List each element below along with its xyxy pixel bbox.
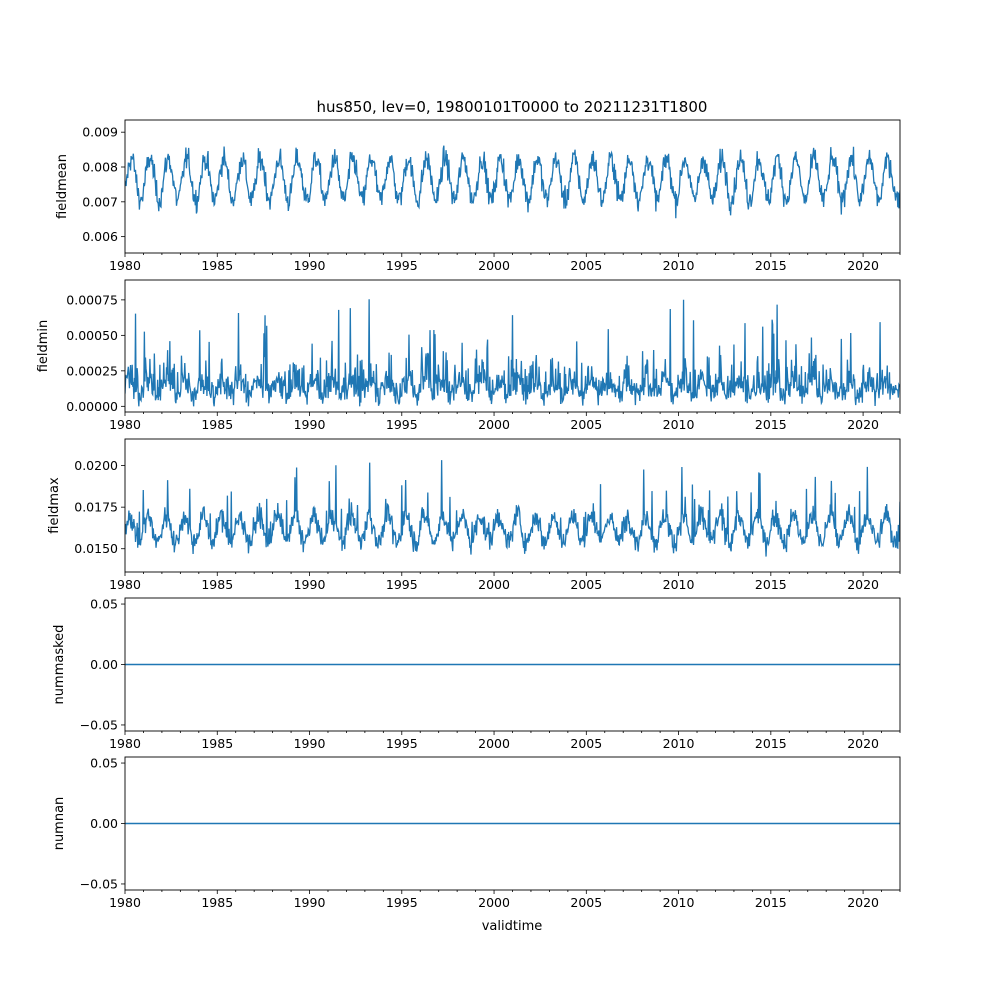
x-tick-label: 2010 xyxy=(663,895,695,910)
y-tick-label: 0.00075 xyxy=(66,292,118,307)
x-tick-label: 1995 xyxy=(386,736,418,751)
series-line-fieldmin xyxy=(125,299,900,407)
x-tick-label: 2010 xyxy=(663,417,695,432)
y-tick-label: 0.00050 xyxy=(66,328,118,343)
chart-panel-nummasked: 1980 1985 1990 1995 2000 2005 2010 2015 2020 −0.0… xyxy=(52,597,901,751)
x-tick-label: 1980 xyxy=(109,577,141,592)
x-tick-label: 2005 xyxy=(570,417,602,432)
x-tick-label: 1990 xyxy=(294,577,326,592)
series-line-fieldmean xyxy=(125,145,900,219)
x-tick-label: 1980 xyxy=(109,895,141,910)
x-tick-label: 2020 xyxy=(847,577,879,592)
y-tick-label: 0.006 xyxy=(82,229,118,244)
y-tick-label: 0.0200 xyxy=(74,458,118,473)
x-tick-label: 1985 xyxy=(201,736,233,751)
y-axis-label: fieldmean xyxy=(55,154,70,219)
x-tick-label: 2015 xyxy=(755,417,787,432)
y-tick-label: 0.00025 xyxy=(66,363,118,378)
x-tick-label: 1985 xyxy=(201,577,233,592)
x-tick-label: 2000 xyxy=(478,577,510,592)
x-tick-label: 2010 xyxy=(663,577,695,592)
y-tick-label: 0.05 xyxy=(90,756,118,771)
y-axis-label: numnan xyxy=(52,797,67,851)
chart-panel-fieldmax: 1980 1985 1990 1995 2000 2005 2010 2015 2020 0.01… xyxy=(47,438,901,592)
y-tick-label: −0.05 xyxy=(80,876,118,891)
y-tick-label: 0.0175 xyxy=(74,500,118,515)
x-tick-label: 1980 xyxy=(109,417,141,432)
y-tick-label: −0.05 xyxy=(80,717,118,732)
x-tick-label: 1990 xyxy=(294,417,326,432)
x-tick-label: 2000 xyxy=(478,417,510,432)
x-tick-label: 2005 xyxy=(570,736,602,751)
chart-panel-fieldmean: 1980 1985 1990 1995 2000 2005 2010 2015 2020 0.00… xyxy=(55,119,901,273)
x-tick-label: 2015 xyxy=(755,895,787,910)
x-tick-label: 2005 xyxy=(570,895,602,910)
x-tick-label: 1995 xyxy=(386,577,418,592)
x-tick-label: 1990 xyxy=(294,736,326,751)
x-tick-label: 2010 xyxy=(663,736,695,751)
y-axis-label: fieldmin xyxy=(36,320,51,373)
x-tick-label: 2000 xyxy=(478,736,510,751)
x-tick-label: 2000 xyxy=(478,258,510,273)
y-tick-label: 0.00 xyxy=(90,816,118,831)
chart-title: hus850, lev=0, 19800101T0000 to 20211231… xyxy=(317,98,708,116)
x-tick-label: 2020 xyxy=(847,258,879,273)
x-tick-label: 2020 xyxy=(847,736,879,751)
y-tick-label: 0.05 xyxy=(90,597,118,612)
y-tick-label: 0.009 xyxy=(82,125,118,140)
series-line-fieldmax xyxy=(125,460,900,557)
x-tick-label: 1980 xyxy=(109,736,141,751)
x-tick-label: 2000 xyxy=(478,895,510,910)
y-tick-label: 0.00 xyxy=(90,657,118,672)
x-tick-label: 2010 xyxy=(663,258,695,273)
y-tick-label: 0.00000 xyxy=(66,399,118,414)
chart-panel-fieldmin: 1980 1985 1990 1995 2000 2005 2010 2015 2020 0.00… xyxy=(36,279,901,432)
x-tick-label: 1995 xyxy=(386,895,418,910)
x-tick-label: 2005 xyxy=(570,577,602,592)
x-tick-label: 2005 xyxy=(570,258,602,273)
x-tick-label: 2015 xyxy=(755,736,787,751)
x-tick-label: 1990 xyxy=(294,895,326,910)
y-axis-label: nummasked xyxy=(52,625,67,705)
y-tick-label: 0.008 xyxy=(82,160,118,175)
x-tick-label: 1995 xyxy=(386,258,418,273)
x-tick-label: 1985 xyxy=(201,258,233,273)
x-tick-label: 2020 xyxy=(847,417,879,432)
x-tick-label: 1995 xyxy=(386,417,418,432)
y-tick-label: 0.007 xyxy=(82,194,118,209)
x-tick-label: 2020 xyxy=(847,895,879,910)
x-tick-label: 1985 xyxy=(201,417,233,432)
x-axis-label: validtime xyxy=(482,919,543,934)
x-tick-label: 1985 xyxy=(201,895,233,910)
x-tick-label: 2015 xyxy=(755,577,787,592)
y-axis-label: fieldmax xyxy=(47,477,62,534)
chart-panel-numnan: 1980 1985 1990 1995 2000 2005 2010 2015 2020 −0.0… xyxy=(52,756,901,910)
y-tick-label: 0.0150 xyxy=(74,541,118,556)
x-tick-label: 1980 xyxy=(109,258,141,273)
panels: 1980 1985 1990 1995 2000 2005 2010 2015 2020 0.00… xyxy=(36,119,901,910)
x-tick-label: 2015 xyxy=(755,258,787,273)
x-tick-label: 1990 xyxy=(294,258,326,273)
